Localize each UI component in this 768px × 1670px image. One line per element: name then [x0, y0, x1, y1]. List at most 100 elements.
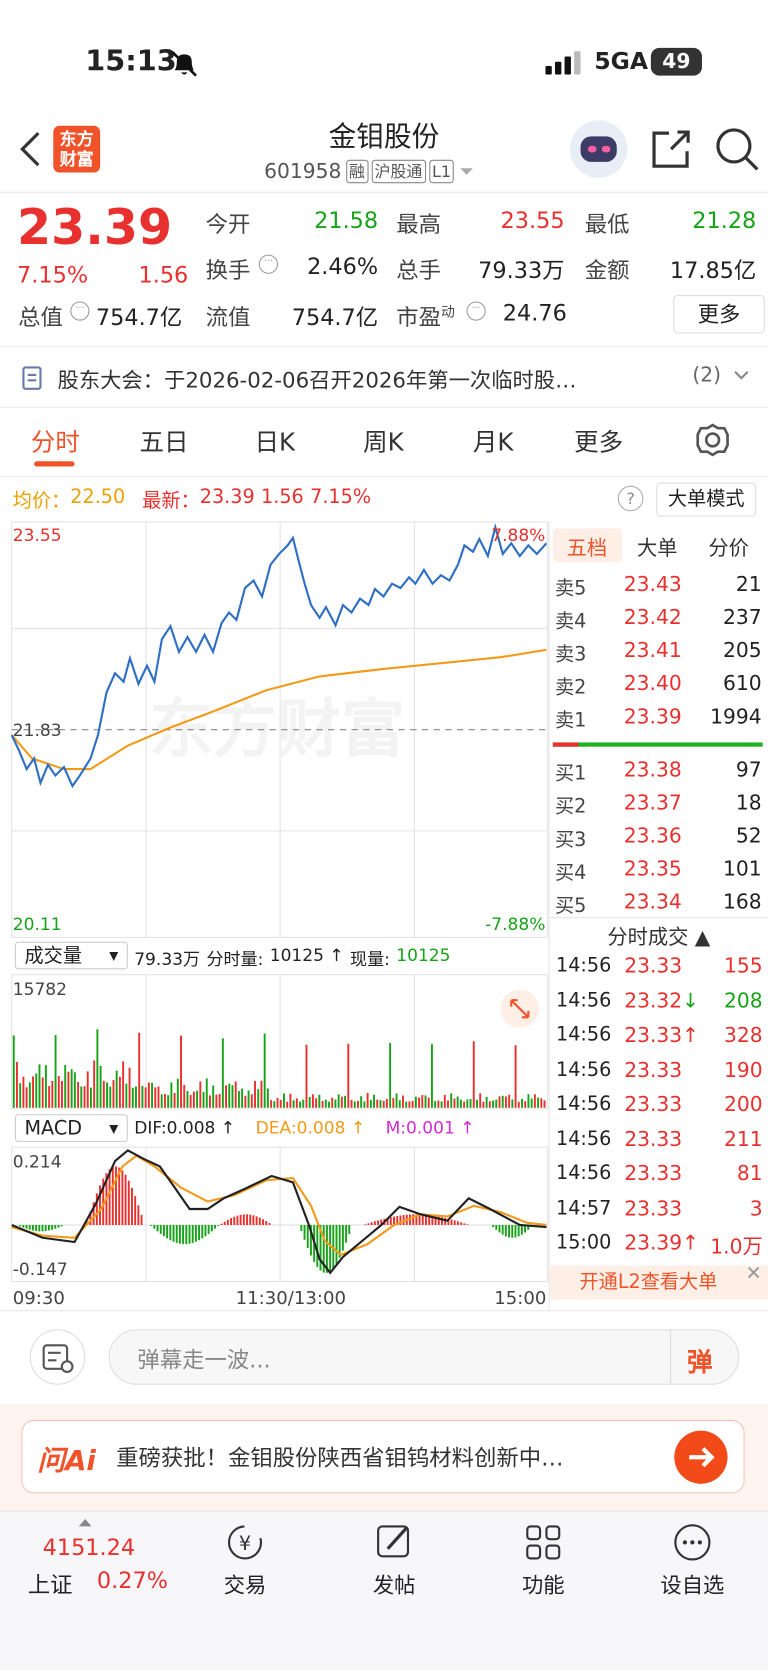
- share-button[interactable]: [650, 128, 693, 171]
- nav-icon[interactable]: [671, 1521, 714, 1564]
- volume-bar: [344, 1095, 347, 1108]
- tab[interactable]: 分时: [30, 429, 80, 457]
- macd-bar: [220, 1223, 223, 1225]
- tab[interactable]: 周K: [363, 429, 404, 457]
- volume-selector[interactable]: 成交量 ▼: [14, 941, 128, 970]
- tags: 融沪股通 L1: [345, 159, 455, 184]
- help-icon[interactable]: ?: [617, 485, 644, 512]
- tab[interactable]: 更多: [574, 429, 624, 457]
- divider: [0, 406, 768, 408]
- macd-bar: [194, 1224, 197, 1242]
- index-value: 4151.24: [42, 1534, 136, 1561]
- macd-bar: [341, 1224, 344, 1251]
- nav-icon[interactable]: [373, 1521, 416, 1564]
- danmaku-button[interactable]: 弹: [687, 1347, 713, 1378]
- volume-bar: [135, 1086, 137, 1108]
- macd-bar: [377, 1220, 379, 1225]
- nav-label[interactable]: 设自选: [660, 1572, 725, 1598]
- volume-bar: [414, 1096, 417, 1108]
- ai-banner[interactable]: 问Ai 重磅获批！金钼股份陕西省钼钨材料创新中…: [21, 1419, 745, 1494]
- volume-bar: [112, 1080, 115, 1108]
- up-arrow: [78, 1518, 92, 1527]
- macd-bar: [188, 1224, 191, 1244]
- macd-bar: [242, 1214, 245, 1225]
- volume-bar: [183, 1084, 186, 1108]
- trades-header[interactable]: 分时成交 ▲: [607, 925, 711, 950]
- nav-icon[interactable]: ¥: [224, 1521, 267, 1564]
- stat-label: 总手: [396, 257, 441, 284]
- volume-bar: [476, 1099, 478, 1108]
- close-icon[interactable]: ✕: [745, 1262, 762, 1285]
- level-volume: 1994: [710, 705, 762, 729]
- stat-value: 17.85亿: [669, 257, 757, 284]
- volume-bar: [176, 1078, 179, 1108]
- macd-bar: [453, 1220, 456, 1225]
- volume-bar: [488, 1101, 491, 1108]
- order-book-tab[interactable]: 大单: [636, 536, 678, 561]
- y-bottom-label: 20.11: [13, 915, 62, 935]
- level-volume: 168: [722, 890, 762, 914]
- search-button[interactable]: [714, 126, 761, 173]
- divider: [0, 346, 768, 348]
- l2-banner[interactable]: 开通L2查看大单: [549, 1265, 768, 1300]
- macd-bar: [115, 1166, 117, 1225]
- macd-bar: [214, 1224, 217, 1229]
- macd-bar: [492, 1224, 495, 1227]
- danmaku-toggle[interactable]: [29, 1329, 86, 1385]
- volume-bar: [376, 1099, 379, 1108]
- latest-label: 最新：: [142, 489, 200, 513]
- notice-text[interactable]: 股东大会：于2026-02-06召开2026年第一次临时股…: [57, 367, 577, 394]
- volume-bar: [459, 1099, 462, 1108]
- macd-selector[interactable]: MACD ▼: [14, 1114, 128, 1142]
- big-order-button[interactable]: 大单模式: [656, 482, 757, 517]
- tab[interactable]: 五日: [139, 429, 189, 457]
- dropdown[interactable]: [459, 166, 476, 177]
- back-button[interactable]: [17, 130, 43, 168]
- nav-icon[interactable]: [522, 1521, 565, 1564]
- volume-bar: [51, 1080, 54, 1108]
- trade-price: 23.33: [624, 1058, 682, 1081]
- macd-bars: [19, 1166, 533, 1273]
- macd-bar: [51, 1224, 54, 1230]
- notice-icon: [22, 366, 42, 390]
- ratio-bar: [552, 742, 763, 747]
- order-book-tab[interactable]: 分价: [708, 536, 749, 561]
- info-icon[interactable]: ···: [466, 301, 486, 321]
- macd-bar: [396, 1215, 399, 1225]
- stock-name: 金钼股份: [328, 121, 440, 154]
- comment-input[interactable]: 弹幕走一波... 弹: [108, 1329, 740, 1385]
- trade-price-value: 23.33: [624, 954, 683, 978]
- trade-price-value: 23.32: [624, 989, 683, 1013]
- tab[interactable]: 月K: [472, 429, 514, 457]
- macd-bottom-label: -0.147: [13, 1260, 68, 1280]
- divider: [0, 1310, 768, 1312]
- index-pct: 0.27%: [96, 1567, 169, 1594]
- volume-bar: [501, 1095, 504, 1108]
- ai-go-button[interactable]: [674, 1430, 728, 1484]
- volume-bar: [498, 1096, 501, 1108]
- more-button[interactable]: 更多: [673, 295, 765, 334]
- volume-bar: [199, 1081, 202, 1108]
- nav-label[interactable]: 功能: [521, 1572, 565, 1598]
- volume-bar: [106, 1082, 108, 1108]
- ratio-bar-red: [552, 742, 579, 747]
- macd-bar: [498, 1224, 501, 1233]
- volume-bar: [434, 1101, 437, 1108]
- volume-bar: [463, 1101, 466, 1108]
- robot-avatar[interactable]: [569, 120, 628, 178]
- nav-label[interactable]: 发帖: [372, 1572, 416, 1598]
- trade-time: 14:56: [556, 954, 612, 977]
- avg-label: 均价：: [12, 489, 71, 513]
- volume-bar: [157, 1086, 160, 1108]
- volume-bar: [289, 1093, 292, 1108]
- ai-text: 重磅获批！金钼股份陕西省钼钨材料创新中…: [116, 1445, 564, 1472]
- info-icon[interactable]: ···: [70, 301, 90, 321]
- macd-bar: [41, 1224, 44, 1232]
- nav-label[interactable]: 交易: [223, 1572, 267, 1598]
- tab[interactable]: 日K: [254, 429, 296, 457]
- trade-volume: 81: [736, 1162, 763, 1186]
- macd-bar: [325, 1224, 328, 1273]
- order-book-tab[interactable]: 五档: [566, 536, 608, 561]
- settings-button[interactable]: [695, 422, 731, 458]
- stat-label: 今开: [205, 211, 251, 238]
